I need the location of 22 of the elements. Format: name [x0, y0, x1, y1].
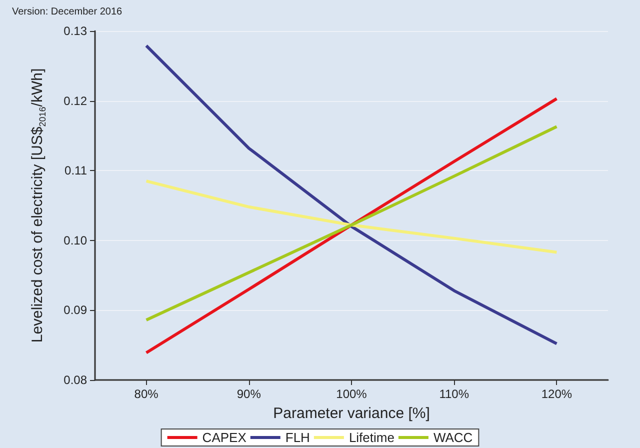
legend-label: CAPEX: [202, 430, 247, 445]
y-tick-label: 0.11: [64, 164, 88, 178]
line-series: [144, 44, 558, 346]
x-tick-label: 80%: [134, 387, 159, 401]
line-series: [144, 97, 558, 354]
y-tick-label: 0.09: [64, 303, 88, 318]
x-tick-label: 90%: [236, 387, 262, 401]
y-tick-label: 0.08: [64, 373, 88, 387]
y-axis-title: Levelized cost of electricity [US$2016/kWh]: [29, 68, 48, 343]
legend-label: FLH: [285, 430, 310, 445]
line-series: [144, 180, 558, 254]
y-tick-label: 0.12: [64, 94, 88, 108]
x-tick-label: 120%: [541, 387, 572, 401]
legend-label: Lifetime: [348, 430, 394, 445]
line-series: [144, 125, 558, 322]
y-tick-label: 0.10: [64, 233, 88, 248]
y-tick-label: 0.13: [64, 24, 88, 38]
x-tick-label: 100%: [336, 387, 368, 401]
legend-label: WACC: [433, 430, 473, 445]
text: Version: December 2016: [12, 6, 122, 18]
x-axis-title: Parameter variance [%]: [273, 405, 430, 422]
x-tick-label: 110%: [439, 387, 470, 401]
